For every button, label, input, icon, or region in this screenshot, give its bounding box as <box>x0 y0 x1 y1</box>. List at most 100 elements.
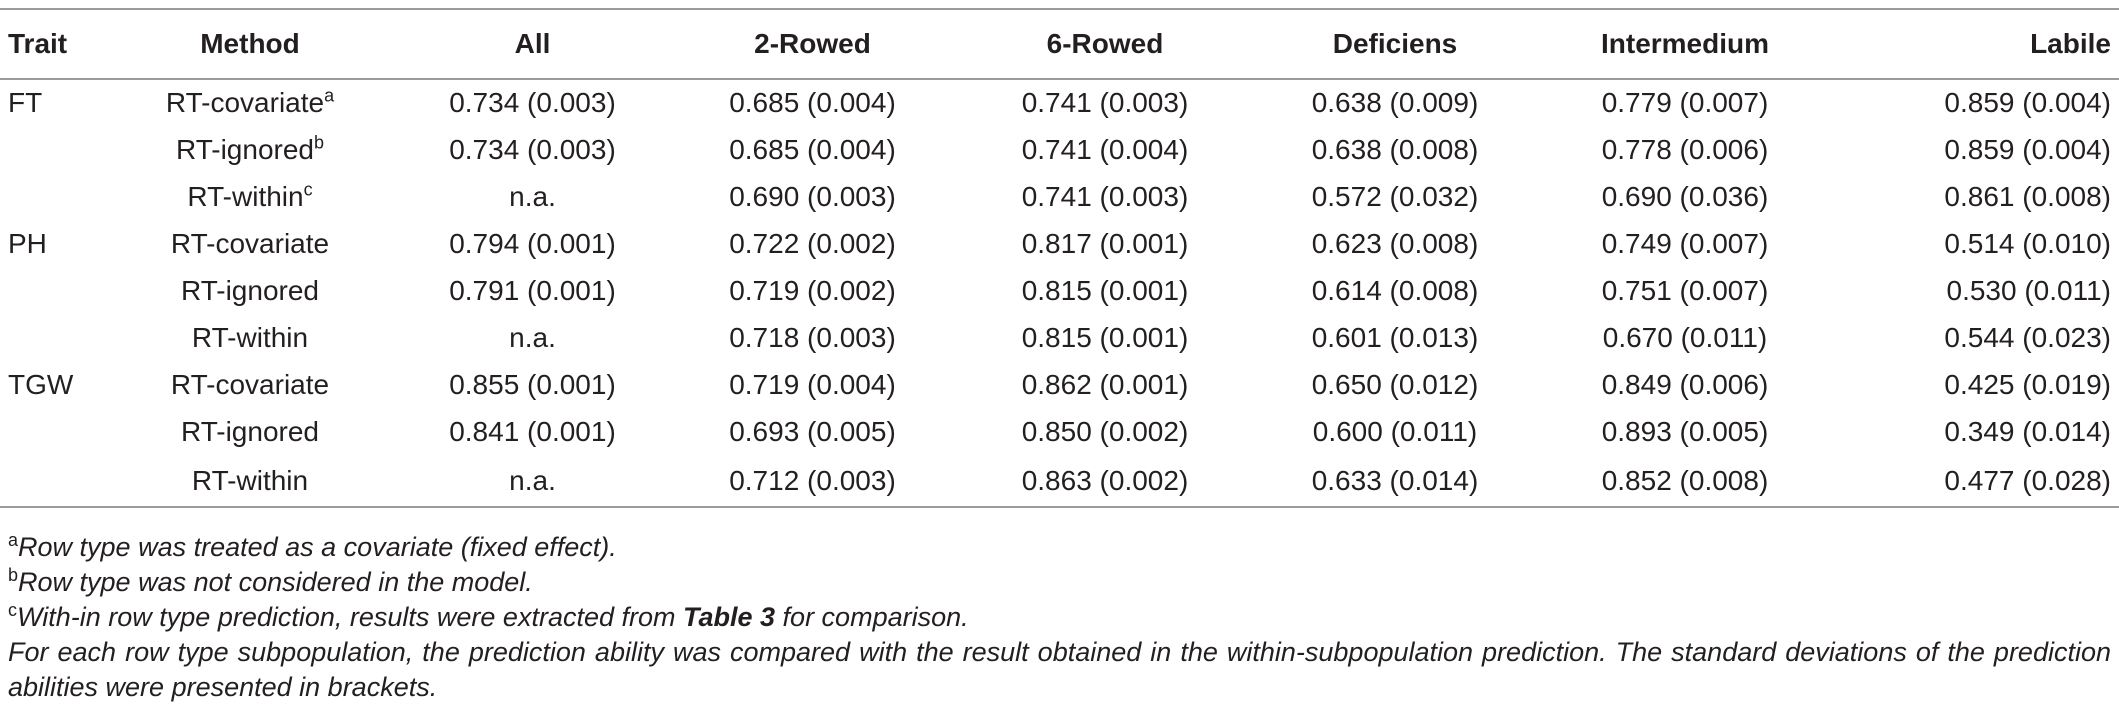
value-6-rowed: 0.862 (0.001) <box>1021 368 1189 400</box>
header-labile: Labile <box>1830 8 2119 80</box>
table-row: RT-within n.a. 0.718 (0.003) 0.815 (0.001) 0… <box>0 314 2119 361</box>
table-row: RT-withinc n.a. 0.690 (0.003) 0.741 (0.003)… <box>0 173 2119 220</box>
value-intermedium: 0.893 (0.005) <box>1601 415 1769 447</box>
method-cell: RT-within <box>100 314 400 361</box>
table-row: PH RT-covariate 0.794 (0.001) 0.722 (0.002)… <box>0 220 2119 267</box>
value-labile: 0.859 (0.004) <box>1944 133 2111 165</box>
method-cell: RT-ignoredb <box>100 126 400 173</box>
method-cell: RT-ignored <box>100 267 400 314</box>
value-2-rowed: 0.722 (0.002) <box>729 227 896 259</box>
value-labile: 0.544 (0.023) <box>1944 321 2111 353</box>
trait-cell <box>0 455 100 508</box>
value-2-rowed: 0.693 (0.005) <box>729 415 896 447</box>
value-deficiens: 0.638 (0.008) <box>1311 133 1479 165</box>
header-row: Trait Method All 2-Rowed 6-Rowed Deficie… <box>0 8 2119 80</box>
value-6-rowed: 0.741 (0.003) <box>1021 180 1189 212</box>
value-labile: 0.349 (0.014) <box>1944 415 2111 447</box>
value-deficiens: 0.650 (0.012) <box>1311 368 1479 400</box>
method-cell: RT-within <box>100 455 400 508</box>
value-intermedium: 0.749 (0.007) <box>1601 227 1769 259</box>
value-all: n.a. <box>509 180 556 212</box>
value-labile: 0.514 (0.010) <box>1944 227 2111 259</box>
value-6-rowed: 0.815 (0.001) <box>1021 274 1189 306</box>
value-2-rowed: 0.719 (0.004) <box>729 368 896 400</box>
header-intermedium: Intermedium <box>1540 8 1830 80</box>
method-label: RT-ignored <box>180 274 319 306</box>
trait-cell <box>0 267 100 314</box>
header-all: All <box>400 8 665 80</box>
value-2-rowed: 0.690 (0.003) <box>729 180 896 212</box>
method-label: RT-covariate <box>170 227 330 259</box>
footnote-b: bRow type was not considered in the mode… <box>8 565 2111 600</box>
method-label: RT-covariate <box>170 368 330 400</box>
trait-cell <box>0 126 100 173</box>
method-label: RT-ignored <box>175 133 314 165</box>
header-trait: Trait <box>0 8 100 80</box>
trait-cell: PH <box>8 227 47 259</box>
method-label: RT-ignored <box>180 415 319 447</box>
method-label: RT-covariate <box>165 87 325 118</box>
value-6-rowed: 0.817 (0.001) <box>1021 227 1189 259</box>
value-6-rowed: 0.741 (0.004) <box>1021 133 1189 165</box>
trait-cell: FT <box>8 87 43 118</box>
method-cell: RT-covariate <box>100 220 400 267</box>
table-footnotes: aRow type was treated as a covariate (fi… <box>8 530 2111 705</box>
footnote-text: Row type was treated as a covariate (fix… <box>18 532 617 562</box>
table-row: RT-ignored 0.841 (0.001) 0.693 (0.005) 0.85… <box>0 408 2119 455</box>
value-2-rowed: 0.718 (0.003) <box>729 321 896 353</box>
footnote-mark: c <box>8 600 17 620</box>
trait-cell <box>0 314 100 361</box>
header-2-rowed: 2-Rowed <box>665 8 960 80</box>
value-6-rowed: 0.850 (0.002) <box>1021 415 1189 447</box>
trait-cell <box>0 173 100 220</box>
table-row: RT-within n.a. 0.712 (0.003) 0.863 (0.002) 0… <box>0 455 2119 508</box>
value-2-rowed: 0.719 (0.002) <box>729 274 896 306</box>
footnote-text: Row type was not considered in the model… <box>18 567 533 597</box>
value-labile: 0.530 (0.011) <box>1946 274 2112 306</box>
footnote-mark: b <box>314 132 325 153</box>
value-all: n.a. <box>509 321 556 353</box>
method-label: RT-within <box>191 464 309 496</box>
value-deficiens: 0.600 (0.011) <box>1312 415 1478 447</box>
value-labile: 0.477 (0.028) <box>1830 455 2119 508</box>
value-deficiens: 0.623 (0.008) <box>1311 227 1479 259</box>
method-cell: RT-ignored <box>100 408 400 455</box>
value-intermedium: 0.751 (0.007) <box>1601 274 1769 306</box>
value-labile: 0.859 (0.004) <box>1944 87 2111 118</box>
table-row: TGW RT-covariate 0.855 (0.001) 0.719 (0.004… <box>0 361 2119 408</box>
method-cell: RT-covariatea <box>100 79 400 126</box>
value-all: n.a. <box>400 455 665 508</box>
value-intermedium: 0.849 (0.006) <box>1601 368 1769 400</box>
results-table: Trait Method All 2-Rowed 6-Rowed Deficie… <box>0 8 2119 508</box>
footnote-text: With-in row type prediction, results wer… <box>17 602 683 632</box>
value-all: 0.791 (0.001) <box>449 274 616 306</box>
value-all: 0.734 (0.003) <box>449 133 616 165</box>
value-deficiens: 0.614 (0.008) <box>1311 274 1479 306</box>
value-all: 0.841 (0.001) <box>449 415 616 447</box>
value-intermedium: 0.690 (0.036) <box>1601 180 1769 212</box>
general-footnote: For each row type subpopulation, the pre… <box>8 637 2111 702</box>
value-2-rowed: 0.685 (0.004) <box>729 87 896 118</box>
footnote-text: for comparison. <box>775 602 969 632</box>
table-reference: Table 3 <box>683 602 776 632</box>
footnote-mark: b <box>8 565 19 585</box>
value-intermedium: 0.778 (0.006) <box>1601 133 1769 165</box>
method-label: RT-within <box>191 321 309 353</box>
value-labile: 0.425 (0.019) <box>1944 368 2111 400</box>
value-6-rowed: 0.741 (0.003) <box>1021 87 1189 118</box>
table-body: FT RT-covariatea 0.734 (0.003) 0.685 (0.004… <box>0 79 2119 508</box>
header-6-rowed: 6-Rowed <box>960 8 1250 80</box>
value-6-rowed: 0.815 (0.001) <box>1021 321 1189 353</box>
value-2-rowed: 0.712 (0.003) <box>665 455 960 508</box>
footnote-mark: a <box>8 530 19 550</box>
footnote-c: cWith-in row type prediction, results we… <box>8 600 2111 635</box>
header-method: Method <box>100 8 400 80</box>
value-labile: 0.861 (0.008) <box>1944 180 2111 212</box>
value-deficiens: 0.601 (0.013) <box>1311 321 1479 353</box>
footnote-mark: c <box>303 179 313 200</box>
table-row: FT RT-covariatea 0.734 (0.003) 0.685 (0.004… <box>0 79 2119 126</box>
value-2-rowed: 0.685 (0.004) <box>729 133 896 165</box>
value-intermedium: 0.670 (0.011) <box>1602 321 1768 353</box>
trait-cell <box>0 408 100 455</box>
value-all: 0.794 (0.001) <box>449 227 616 259</box>
